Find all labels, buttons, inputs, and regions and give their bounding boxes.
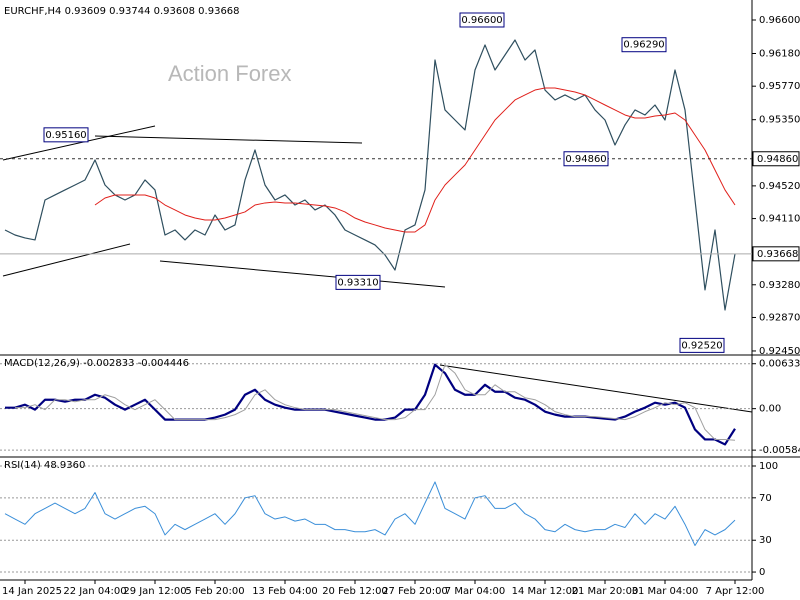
x-tick-label: 13 Feb 04:00 bbox=[252, 586, 318, 597]
y-tick-label: 0.94110 bbox=[759, 214, 800, 225]
trend-line bbox=[2, 125, 156, 161]
y-tick-label: 0.96600 bbox=[759, 15, 800, 26]
y-tick-label: 0.93280 bbox=[759, 280, 800, 291]
y-tick-label: 0.006332 bbox=[759, 359, 800, 370]
y-tick-label: 0.95770 bbox=[759, 81, 800, 92]
x-tick-label: 14 Jan 2025 bbox=[2, 586, 62, 597]
trend-line bbox=[2, 243, 131, 277]
series-line bbox=[4, 481, 736, 547]
y-tick-label: 100 bbox=[759, 461, 778, 472]
price-annotation: 0.93310 bbox=[337, 277, 378, 288]
level-label: 0.93668 bbox=[757, 249, 798, 260]
x-tick-label: 14 Mar 12:00 bbox=[512, 586, 579, 597]
price-annotation: 0.96600 bbox=[461, 15, 502, 26]
price-annotation-box bbox=[335, 274, 381, 290]
series-line bbox=[4, 39, 736, 311]
price-annotation-box bbox=[621, 37, 667, 53]
level-label: 0.94860 bbox=[757, 154, 798, 165]
series-line bbox=[5, 363, 736, 446]
y-tick-label: 30 bbox=[759, 535, 772, 546]
x-tick-label: 5 Feb 20:00 bbox=[185, 586, 244, 597]
trend-line bbox=[159, 260, 446, 288]
panel-title: MACD(12,26,9) -0.002833 -0.004446 bbox=[4, 358, 189, 369]
price-annotation: 0.94860 bbox=[565, 154, 606, 165]
price-annotation-box bbox=[459, 12, 505, 28]
level-label-box bbox=[752, 151, 800, 167]
y-tick-label: 0.94520 bbox=[759, 181, 800, 192]
panel-title: EURCHF,H4 0.93609 0.93744 0.93608 0.9366… bbox=[4, 6, 240, 17]
x-tick-label: 7 Apr 12:00 bbox=[706, 586, 765, 597]
level-label-box bbox=[752, 246, 800, 262]
x-tick-label: 20 Feb 12:00 bbox=[322, 586, 388, 597]
panel-title: RSI(14) 48.9360 bbox=[4, 460, 85, 471]
trend-line bbox=[439, 364, 753, 413]
y-tick-label: 70 bbox=[759, 493, 772, 504]
x-tick-label: 7 Mar 04:00 bbox=[445, 586, 505, 597]
price-annotation: 0.96290 bbox=[623, 40, 664, 51]
x-tick-label: 29 Jan 12:00 bbox=[123, 586, 186, 597]
price-annotation-box bbox=[679, 337, 725, 353]
x-tick-label: 21 Mar 20:00 bbox=[572, 586, 639, 597]
x-tick-label: 22 Jan 04:00 bbox=[63, 586, 126, 597]
price-annotation: 0.95160 bbox=[45, 130, 86, 141]
y-tick-label: 0.00 bbox=[759, 404, 781, 415]
trend-lines bbox=[2, 125, 753, 413]
series-line bbox=[15, 364, 736, 441]
y-tick-label: 0.92450 bbox=[759, 346, 800, 357]
price-annotation-box bbox=[43, 127, 89, 143]
price-annotation-box bbox=[563, 151, 609, 167]
series-line bbox=[94, 87, 736, 233]
y-tick-label: 0.96180 bbox=[759, 48, 800, 59]
y-tick-label: 0.95350 bbox=[759, 115, 800, 126]
price-annotation: 0.92520 bbox=[681, 340, 722, 351]
x-tick-label: 31 Mar 04:00 bbox=[632, 586, 699, 597]
x-tick-label: 27 Feb 20:00 bbox=[382, 586, 448, 597]
frame bbox=[0, 0, 800, 581]
y-tick-label: 0 bbox=[759, 567, 765, 578]
y-tick-label: 0.92870 bbox=[759, 312, 800, 323]
watermark: Action Forex bbox=[168, 61, 292, 86]
y-tick-label: -0.005845 bbox=[759, 445, 800, 456]
trend-line bbox=[94, 135, 363, 144]
